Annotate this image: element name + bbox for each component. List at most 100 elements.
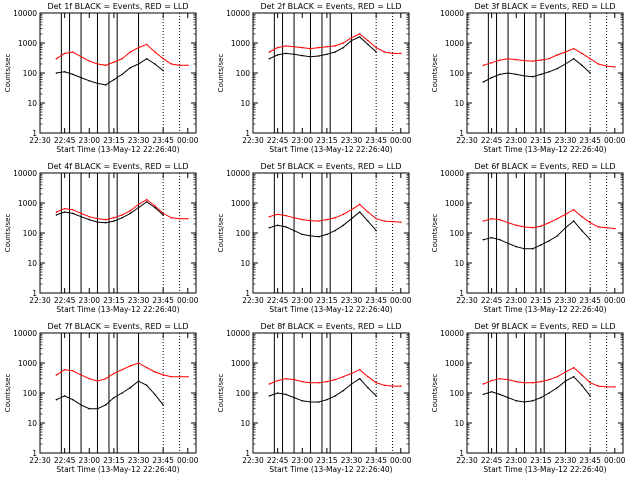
lld-point bbox=[589, 381, 591, 384]
events-point bbox=[293, 229, 295, 232]
lld-point bbox=[88, 377, 91, 380]
lld-point bbox=[499, 59, 501, 61]
x-tick-label: 23:45 bbox=[579, 136, 601, 145]
x-tick-label: 22:45 bbox=[54, 296, 76, 305]
lld-point bbox=[605, 226, 608, 229]
events-point bbox=[326, 53, 328, 56]
lld-point bbox=[383, 51, 386, 53]
events-point bbox=[63, 211, 66, 213]
lld-point bbox=[162, 57, 164, 60]
lld-point bbox=[72, 51, 74, 53]
events-point bbox=[572, 57, 575, 60]
events-point bbox=[367, 220, 369, 222]
lld-point bbox=[523, 381, 526, 384]
events-point bbox=[88, 218, 91, 221]
lld-point bbox=[531, 60, 534, 62]
lld-point bbox=[482, 220, 485, 222]
y-tick-label: 1000 bbox=[18, 359, 37, 368]
lld-point bbox=[540, 380, 542, 383]
events-point bbox=[317, 55, 320, 57]
x-tick-label: 00:00 bbox=[177, 296, 199, 305]
lld-point bbox=[334, 378, 336, 381]
lld-point bbox=[391, 52, 394, 55]
events-point bbox=[358, 377, 361, 380]
events-point bbox=[72, 212, 74, 215]
x-tick-label: 00:00 bbox=[390, 136, 412, 145]
y-axis-label: Counts/sec bbox=[4, 54, 12, 93]
events-point bbox=[540, 244, 542, 246]
lld-point bbox=[170, 375, 173, 378]
events-point bbox=[113, 78, 115, 81]
y-tick-label: 1 bbox=[245, 449, 250, 458]
events-point bbox=[540, 73, 542, 76]
lld-point bbox=[548, 221, 550, 224]
lld-point bbox=[326, 218, 328, 221]
lld-point bbox=[317, 220, 320, 222]
lld-series-line bbox=[269, 33, 401, 54]
y-axis-label: Counts/sec bbox=[217, 54, 225, 93]
plot-frame bbox=[39, 332, 197, 454]
lld-point bbox=[88, 215, 91, 218]
x-tick-label: 23:15 bbox=[316, 136, 338, 145]
x-tick-label: 23:15 bbox=[103, 296, 125, 305]
lld-point bbox=[96, 380, 99, 382]
events-point bbox=[162, 404, 164, 406]
panel-det-4: Det 4f BLACK = Events, RED = LLD 1 10 100 10… bbox=[4, 162, 199, 314]
lld-point bbox=[581, 374, 583, 376]
y-tick-label: 1 bbox=[32, 129, 37, 138]
lld-point bbox=[104, 218, 107, 221]
events-point bbox=[137, 206, 140, 209]
events-series-line bbox=[483, 58, 591, 83]
x-tick-label: 23:30 bbox=[128, 296, 150, 305]
lld-point bbox=[55, 211, 58, 213]
events-point bbox=[589, 395, 591, 397]
panel-title: Det 9f BLACK = Events, RED = LLD bbox=[474, 322, 615, 331]
events-point bbox=[572, 375, 575, 378]
x-tick-label: 23:00 bbox=[505, 136, 527, 145]
lld-point bbox=[523, 226, 526, 228]
panel-title: Det 5f BLACK = Events, RED = LLD bbox=[260, 162, 401, 171]
lld-point bbox=[375, 46, 377, 49]
y-tick-label: 100 bbox=[450, 69, 465, 78]
events-point bbox=[499, 393, 501, 396]
x-axis-label: Start Time (13-May-12 22:26:40) bbox=[56, 305, 179, 314]
lld-series-line bbox=[483, 48, 615, 68]
events-point bbox=[137, 380, 140, 382]
lld-point bbox=[399, 221, 402, 223]
x-tick-label: 22:30 bbox=[242, 456, 264, 465]
x-tick-label: 23:00 bbox=[78, 456, 100, 465]
events-point bbox=[564, 380, 567, 382]
lld-point bbox=[375, 381, 377, 384]
x-tick-label: 23:00 bbox=[291, 296, 313, 305]
lld-point bbox=[309, 381, 312, 384]
events-point bbox=[334, 229, 336, 232]
events-point bbox=[548, 70, 550, 73]
events-series-line bbox=[483, 220, 591, 250]
events-point bbox=[55, 214, 58, 216]
lld-point bbox=[515, 380, 518, 383]
events-point bbox=[55, 72, 58, 74]
x-tick-label: 23:45 bbox=[365, 136, 387, 145]
events-point bbox=[556, 235, 559, 237]
y-tick-label: 1 bbox=[32, 449, 37, 458]
panel-title: Det 8f BLACK = Events, RED = LLD bbox=[260, 322, 401, 331]
lld-series-line bbox=[483, 366, 615, 388]
events-point bbox=[367, 386, 369, 389]
lld-point bbox=[96, 63, 99, 65]
y-tick-label: 100 bbox=[23, 69, 38, 78]
y-tick-label: 10000 bbox=[226, 329, 250, 338]
lld-point bbox=[301, 46, 304, 49]
events-point bbox=[499, 238, 501, 241]
lld-point bbox=[589, 57, 591, 60]
events-point bbox=[88, 407, 91, 410]
events-point bbox=[350, 217, 353, 220]
x-axis-label: Start Time (13-May-12 22:26:40) bbox=[269, 305, 392, 314]
y-tick-label: 10000 bbox=[440, 329, 464, 338]
lld-point bbox=[293, 45, 295, 48]
x-tick-label: 23:30 bbox=[555, 136, 577, 145]
y-tick-label: 1 bbox=[459, 289, 464, 298]
events-point bbox=[482, 238, 485, 241]
events-point bbox=[540, 396, 542, 399]
lld-point bbox=[317, 46, 320, 49]
lld-point bbox=[507, 378, 509, 381]
